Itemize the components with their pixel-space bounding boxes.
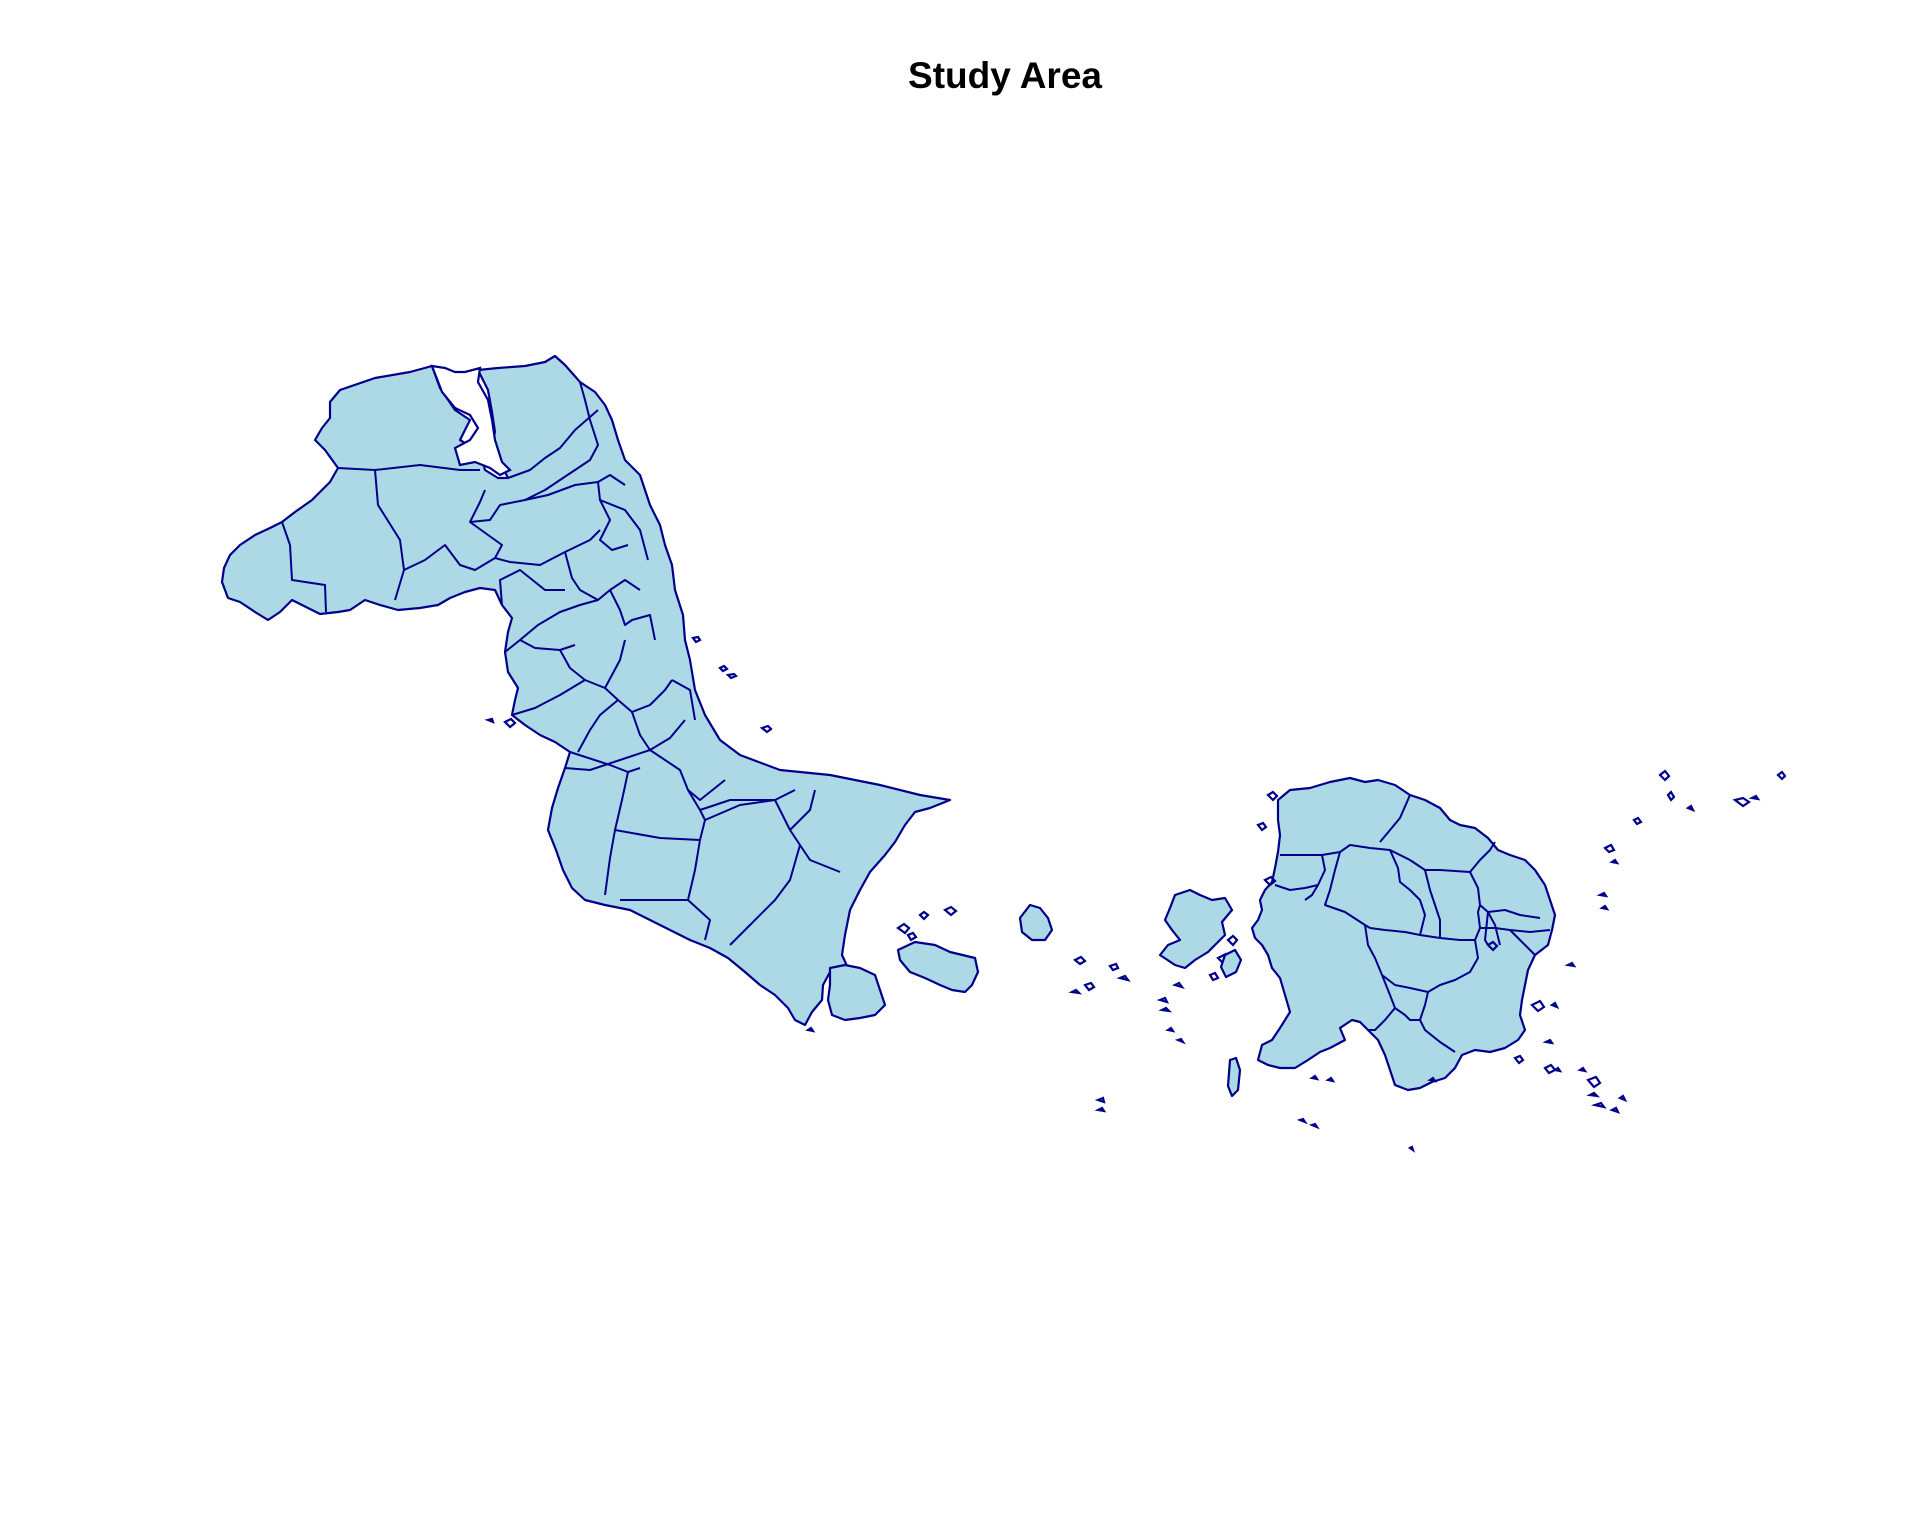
north-bay xyxy=(430,364,512,477)
west-small-islands xyxy=(484,635,1131,1104)
east-small-islands xyxy=(1094,769,1787,1153)
central-south-islet xyxy=(1219,948,1243,979)
island-lepar xyxy=(896,940,980,994)
west-island xyxy=(220,354,952,1027)
west-island-borders xyxy=(281,381,841,946)
east-island xyxy=(1250,776,1557,1092)
east-island-landmass xyxy=(1250,776,1557,1092)
central-island xyxy=(1156,888,1243,1098)
island-pongok xyxy=(826,963,887,1022)
map-title: Study Area xyxy=(908,55,1102,96)
central-southwest-islet xyxy=(1226,1056,1242,1098)
east-island-borders xyxy=(1274,794,1551,1053)
island-small-a xyxy=(1018,903,1054,942)
central-island-landmass xyxy=(1158,888,1234,970)
west-island-landmass xyxy=(220,354,952,1027)
